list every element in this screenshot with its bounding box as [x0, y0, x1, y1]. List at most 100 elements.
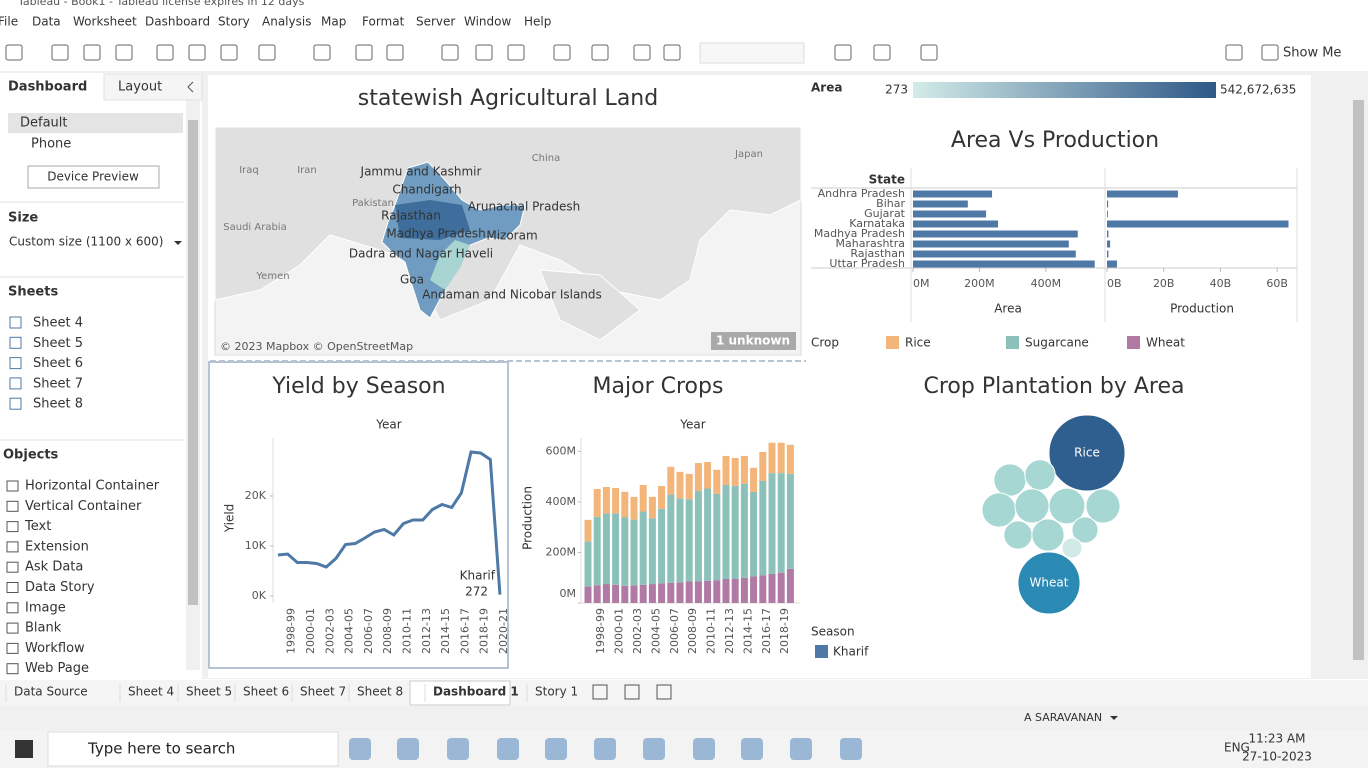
legend-swatch [886, 336, 899, 349]
collapse-icon[interactable] [187, 81, 194, 93]
object-item[interactable]: Blank [25, 621, 62, 636]
sheet-item[interactable]: Sheet 7 [33, 376, 83, 391]
bar-segment [593, 516, 601, 586]
bar [913, 190, 993, 198]
menu-item[interactable]: File [0, 15, 18, 29]
toolbar-button[interactable] [83, 44, 101, 61]
toolbar-button[interactable] [1261, 44, 1279, 61]
toolbar-button[interactable] [5, 44, 23, 61]
object-item[interactable]: Ask Data [25, 560, 83, 575]
toolbar-button[interactable] [258, 44, 276, 61]
object-item[interactable]: Horizontal Container [25, 479, 160, 494]
toolbar-button[interactable] [475, 44, 493, 61]
menu-item[interactable]: Format [362, 15, 405, 29]
sheet-tab[interactable]: Sheet 6 [243, 685, 289, 699]
taskbar-app[interactable] [545, 738, 567, 760]
menu-item[interactable]: Data [32, 15, 61, 29]
sheet-item[interactable]: Sheet 4 [33, 316, 83, 331]
menu-item[interactable]: Help [524, 15, 551, 29]
toolbar-button[interactable] [220, 44, 238, 61]
toolbar-button[interactable] [115, 44, 133, 61]
taskbar-app[interactable] [349, 738, 371, 760]
menu-item[interactable]: Window [464, 15, 512, 29]
legend-entry[interactable]: Sugarcane [1025, 336, 1089, 350]
bar [1107, 230, 1109, 238]
taskbar-app[interactable] [447, 738, 469, 760]
object-item[interactable]: Web Page [25, 661, 89, 676]
toolbar-button[interactable] [920, 44, 938, 61]
object-item[interactable]: Vertical Container [25, 499, 142, 514]
toolbar-button[interactable] [663, 44, 681, 61]
user-name[interactable]: A SARAVANAN [1024, 711, 1102, 724]
sheet-tab[interactable]: Data Source [14, 685, 88, 699]
menu-item[interactable]: Server [416, 15, 455, 29]
taskbar-app[interactable] [643, 738, 665, 760]
toolbar-button[interactable] [188, 44, 206, 61]
taskbar-app[interactable] [693, 738, 715, 760]
state-label: Goa [400, 273, 424, 287]
sheet-tab[interactable]: Dashboard 1 [433, 685, 519, 699]
legend-entry[interactable]: Kharif [833, 645, 869, 659]
show-me[interactable]: Show Me [1283, 46, 1341, 61]
panel-tab[interactable]: Dashboard [8, 80, 87, 95]
toolbar-button[interactable] [633, 44, 651, 61]
toolbar-dropdown[interactable] [699, 42, 805, 64]
sheet-tab[interactable]: Story 1 [535, 685, 578, 699]
taskbar-app[interactable] [741, 738, 763, 760]
panel-tab[interactable]: Layout [118, 80, 162, 95]
object-item[interactable]: Image [25, 600, 66, 615]
sheet-tab[interactable]: Sheet 4 [128, 685, 174, 699]
taskbar-app[interactable] [840, 738, 862, 760]
toolbar-button[interactable] [441, 44, 459, 61]
sheet-item[interactable]: Sheet 6 [33, 356, 83, 371]
object-item[interactable]: Data Story [25, 580, 95, 595]
legend-entry[interactable]: Wheat [1146, 336, 1185, 350]
object-item[interactable]: Text [24, 519, 51, 534]
menu-item[interactable]: Story [218, 15, 250, 29]
device-item[interactable]: Default [20, 116, 68, 131]
sheet-item[interactable]: Sheet 5 [33, 336, 83, 351]
sheet-tab[interactable]: Sheet 5 [186, 685, 232, 699]
toolbar-button[interactable] [386, 44, 404, 61]
taskbar-app[interactable] [594, 738, 616, 760]
side-scrollbar-thumb[interactable] [188, 120, 198, 605]
unknown-badge[interactable] [711, 332, 796, 350]
new-sheet-button[interactable] [656, 684, 672, 700]
device-item[interactable]: Phone [31, 137, 71, 152]
search-placeholder[interactable]: Type here to search [87, 740, 235, 758]
dropdown-arrow [174, 241, 182, 245]
unknown-indicator[interactable]: 1 unknown [716, 334, 790, 348]
toolbar-button[interactable] [591, 44, 609, 61]
search-box[interactable] [47, 731, 339, 767]
toolbar-button[interactable] [553, 44, 571, 61]
sheet-tab[interactable]: Sheet 8 [357, 685, 403, 699]
toolbar-button[interactable] [355, 44, 373, 61]
menu-item[interactable]: Map [321, 15, 346, 29]
toolbar-button[interactable] [51, 44, 69, 61]
start-button[interactable] [15, 740, 33, 758]
toolbar-button[interactable] [873, 44, 891, 61]
menu-item[interactable]: Analysis [262, 15, 311, 29]
new-sheet-button[interactable] [624, 684, 640, 700]
new-sheet-button[interactable] [592, 684, 608, 700]
toolbar-button[interactable] [156, 44, 174, 61]
menu-item[interactable]: Dashboard [145, 15, 210, 29]
object-item[interactable]: Extension [25, 539, 89, 554]
toolbar-button[interactable] [507, 44, 525, 61]
device-preview[interactable]: Device Preview [47, 170, 139, 184]
toolbar-button[interactable] [313, 44, 331, 61]
taskbar-app[interactable] [497, 738, 519, 760]
object-item[interactable]: Workflow [25, 641, 85, 656]
toolbar-button[interactable] [834, 44, 852, 61]
toolbar-button[interactable] [1225, 44, 1243, 61]
chart-title: Area Vs Production [951, 128, 1159, 153]
device-preview-button[interactable] [27, 165, 160, 189]
taskbar-app[interactable] [397, 738, 419, 760]
sheet-item[interactable]: Sheet 8 [33, 397, 83, 412]
sheet-tab[interactable]: Sheet 7 [300, 685, 346, 699]
taskbar-app[interactable] [790, 738, 812, 760]
size-select[interactable]: Custom size (1100 x 600) [9, 235, 163, 249]
scrollbar-thumb[interactable] [1353, 100, 1364, 660]
legend-entry[interactable]: Rice [905, 336, 931, 350]
menu-item[interactable]: Worksheet [73, 15, 137, 29]
